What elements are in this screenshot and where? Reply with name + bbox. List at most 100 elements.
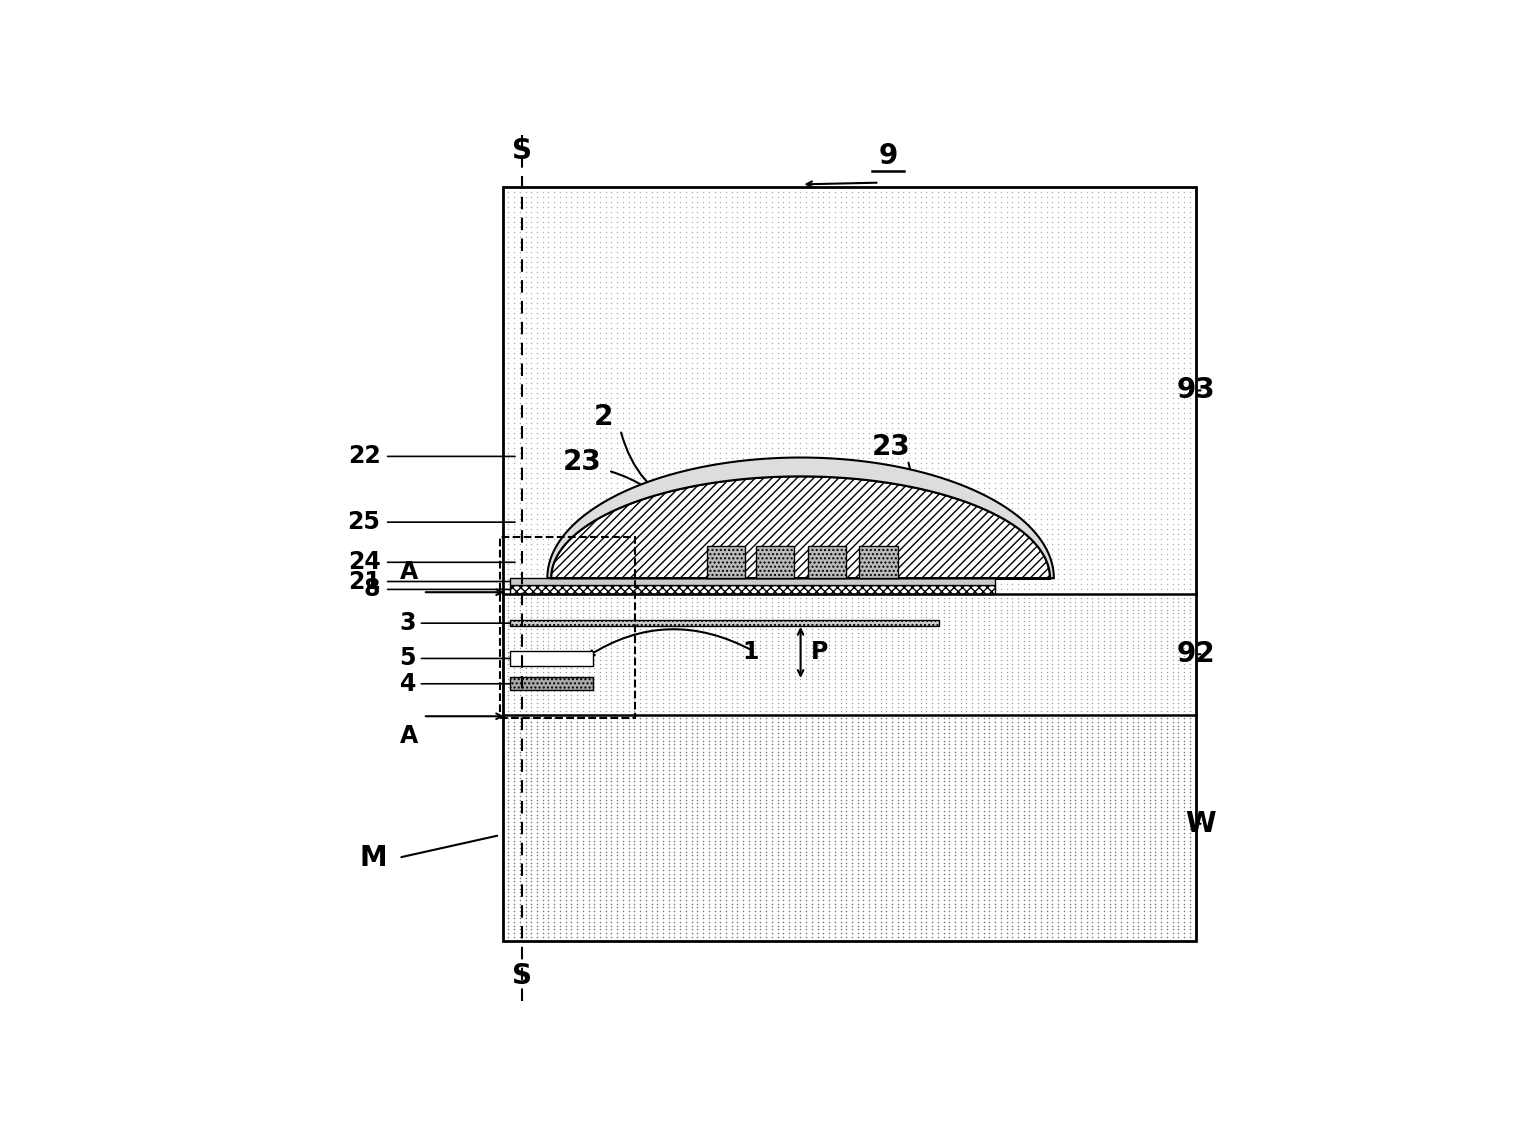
Point — [965, 757, 990, 775]
Point — [754, 593, 779, 611]
Point — [897, 429, 921, 447]
Point — [650, 686, 675, 704]
Point — [600, 854, 624, 872]
Point — [782, 857, 806, 875]
Point — [640, 465, 664, 483]
Point — [1132, 825, 1157, 843]
Point — [577, 698, 601, 716]
Point — [1028, 534, 1053, 552]
Point — [627, 520, 652, 538]
Point — [554, 813, 578, 831]
Point — [982, 898, 1007, 916]
Point — [909, 263, 933, 281]
Point — [1103, 647, 1128, 665]
Point — [525, 318, 549, 336]
Point — [988, 504, 1013, 522]
Point — [1051, 872, 1076, 890]
Point — [542, 565, 566, 583]
Point — [1086, 214, 1111, 232]
Point — [650, 891, 675, 909]
Point — [594, 424, 618, 442]
Point — [1097, 444, 1121, 462]
Point — [650, 616, 675, 634]
Point — [610, 198, 635, 216]
Point — [558, 449, 583, 467]
Point — [502, 609, 526, 627]
Point — [1166, 455, 1190, 472]
Point — [1109, 479, 1134, 497]
Point — [600, 813, 624, 831]
Point — [577, 198, 601, 216]
Point — [1011, 328, 1036, 346]
Point — [1086, 540, 1111, 558]
Point — [1114, 544, 1138, 562]
Point — [777, 831, 802, 849]
Point — [1028, 746, 1053, 764]
Point — [920, 651, 944, 669]
Point — [673, 269, 698, 287]
Point — [656, 678, 681, 696]
Point — [851, 670, 875, 688]
Point — [581, 891, 606, 909]
Point — [617, 865, 641, 883]
Point — [554, 389, 578, 407]
Point — [788, 624, 812, 642]
Point — [531, 794, 555, 812]
Point — [594, 434, 618, 452]
Point — [863, 902, 887, 920]
Point — [805, 709, 829, 727]
Point — [965, 788, 990, 806]
Point — [1057, 667, 1082, 685]
Point — [863, 891, 887, 909]
Point — [604, 590, 629, 608]
Point — [1057, 883, 1082, 901]
Point — [1074, 294, 1099, 312]
Point — [1132, 883, 1157, 901]
Point — [851, 560, 875, 578]
Point — [502, 802, 526, 820]
Point — [1047, 253, 1071, 271]
Point — [754, 218, 779, 236]
Point — [1069, 736, 1094, 754]
Point — [817, 746, 842, 764]
Point — [502, 861, 526, 879]
Point — [594, 783, 618, 801]
Point — [496, 616, 520, 634]
Point — [610, 644, 635, 662]
Point — [771, 188, 796, 206]
Point — [1126, 883, 1151, 901]
Point — [1126, 728, 1151, 746]
Point — [542, 579, 566, 597]
Point — [805, 909, 829, 927]
Point — [994, 504, 1019, 522]
Point — [640, 746, 664, 764]
Point — [685, 883, 710, 901]
Point — [1178, 324, 1203, 342]
Point — [851, 765, 875, 783]
Point — [1011, 857, 1036, 875]
Point — [588, 339, 612, 357]
Point — [823, 854, 848, 872]
Point — [725, 647, 750, 665]
Point — [823, 750, 848, 768]
Point — [886, 544, 910, 562]
Point — [942, 308, 967, 326]
Point — [627, 449, 652, 467]
Point — [988, 324, 1013, 342]
Point — [742, 279, 767, 297]
Point — [617, 825, 641, 843]
Point — [880, 455, 904, 472]
Point — [840, 339, 864, 357]
Point — [719, 530, 744, 548]
Point — [1001, 444, 1025, 462]
Point — [817, 604, 842, 622]
Point — [571, 601, 595, 619]
Point — [1034, 736, 1059, 754]
Point — [508, 434, 532, 452]
Point — [765, 269, 789, 287]
Point — [565, 449, 589, 467]
Point — [994, 868, 1019, 886]
Point — [982, 469, 1007, 487]
Point — [851, 304, 875, 322]
Point — [748, 238, 773, 256]
